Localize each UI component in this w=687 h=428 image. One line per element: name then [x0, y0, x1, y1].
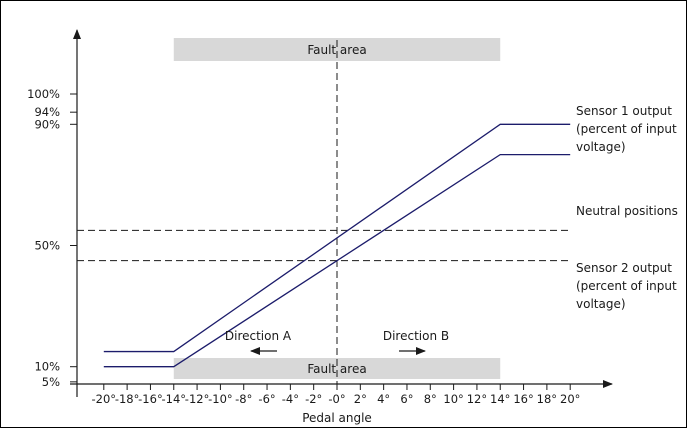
sensor-1-label-line-2: (percent of input [576, 122, 677, 136]
sensor-2-output-line [103, 153, 571, 368]
x-tick-label: 4° [377, 392, 390, 406]
x-tick-label: 2° [354, 392, 367, 406]
x-axis-ticks: -20°-18°-16°-14°-12°-10° -8° -6° -4° -2° -0° 2… [92, 384, 580, 406]
y-tick-label: 5% [42, 375, 60, 389]
sensor-1-label: Sensor 1 output (percent of input voltag… [576, 104, 677, 154]
y-tick-label: 50% [34, 239, 60, 253]
sensor-2-label-line-1: Sensor 2 output [576, 261, 672, 275]
direction-a-label: Direction A [225, 329, 292, 343]
fault-area-top [173, 38, 501, 61]
x-tick-label: -16° [138, 392, 163, 406]
x-tick-label: -10° [208, 392, 233, 406]
x-tick-label: -4° [282, 392, 299, 406]
neutral-positions-label: Neutral positions [576, 204, 678, 218]
sensor-1-output-line [103, 123, 571, 353]
y-tick-label: 100% [27, 87, 60, 101]
x-tick-label: 16° [513, 392, 533, 406]
sensor-2-label-line-3: voltage) [576, 297, 626, 311]
y-tick-label: 10% [34, 360, 60, 374]
x-tick-label: 14° [490, 392, 510, 406]
sensor-2-label-line-2: (percent of input [576, 279, 677, 293]
x-tick-label: 12° [467, 392, 487, 406]
x-tick-label: 18° [537, 392, 557, 406]
x-tick-label: 20° [560, 392, 580, 406]
x-tick-label: -20° [92, 392, 117, 406]
x-tick-label: -0° [328, 392, 345, 406]
direction-b-label: Direction B [383, 329, 449, 343]
sensor-1-label-line-1: Sensor 1 output [576, 104, 672, 118]
x-tick-label: 6° [400, 392, 413, 406]
fault-area-top-label: Fault area [307, 43, 366, 57]
fault-area-bottom [173, 358, 501, 379]
y-tick-label: 90% [34, 117, 60, 131]
x-tick-label: -14° [161, 392, 186, 406]
x-tick-label: -8° [235, 392, 252, 406]
fault-area-bottom-label: Fault area [307, 362, 366, 376]
y-tick-label: 94% [34, 105, 60, 119]
sensor-2-label: Sensor 2 output (percent of input voltag… [576, 261, 677, 311]
y-axis-ticks: 100% 94%90% 50% 10%5% [27, 87, 77, 389]
x-tick-label: -2° [305, 392, 322, 406]
x-tick-label: -6° [258, 392, 275, 406]
sensor-1-label-line-3: voltage) [576, 140, 626, 154]
x-tick-label: 8° [424, 392, 437, 406]
x-tick-label: 10° [443, 392, 463, 406]
x-axis-title: Pedal angle [302, 411, 372, 425]
x-tick-label: -12° [185, 392, 210, 406]
x-tick-label: -18° [115, 392, 140, 406]
